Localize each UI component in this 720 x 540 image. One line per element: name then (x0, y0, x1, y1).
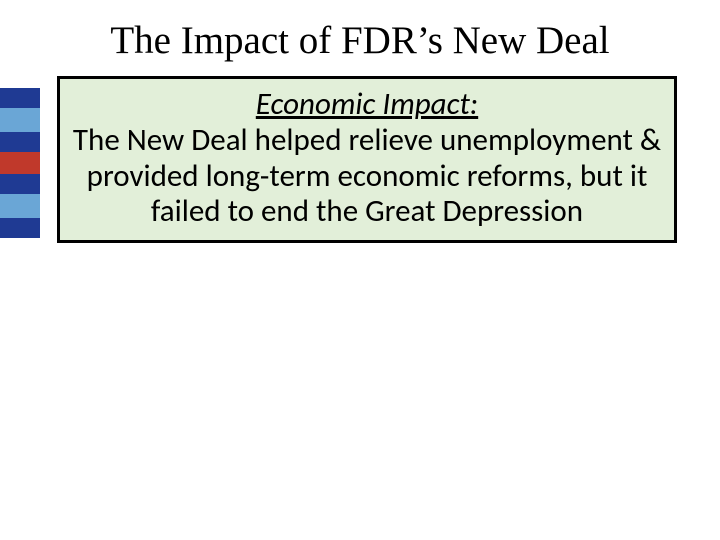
callout-body: The New Deal helped relieve unemployment… (70, 123, 664, 230)
callout-box: Economic Impact: The New Deal helped rel… (57, 76, 677, 243)
accent-bar (0, 194, 40, 218)
accent-bar (0, 108, 40, 132)
slide-title: The Impact of FDR’s New Deal (0, 18, 720, 63)
slide: The Impact of FDR’s New Deal Economic Im… (0, 0, 720, 540)
accent-bar (0, 174, 40, 194)
accent-bar (0, 88, 40, 108)
callout-heading: Economic Impact: (70, 85, 664, 123)
accent-bar-group (0, 88, 40, 238)
accent-bar (0, 152, 40, 174)
accent-bar (0, 218, 40, 238)
accent-bar (0, 132, 40, 152)
